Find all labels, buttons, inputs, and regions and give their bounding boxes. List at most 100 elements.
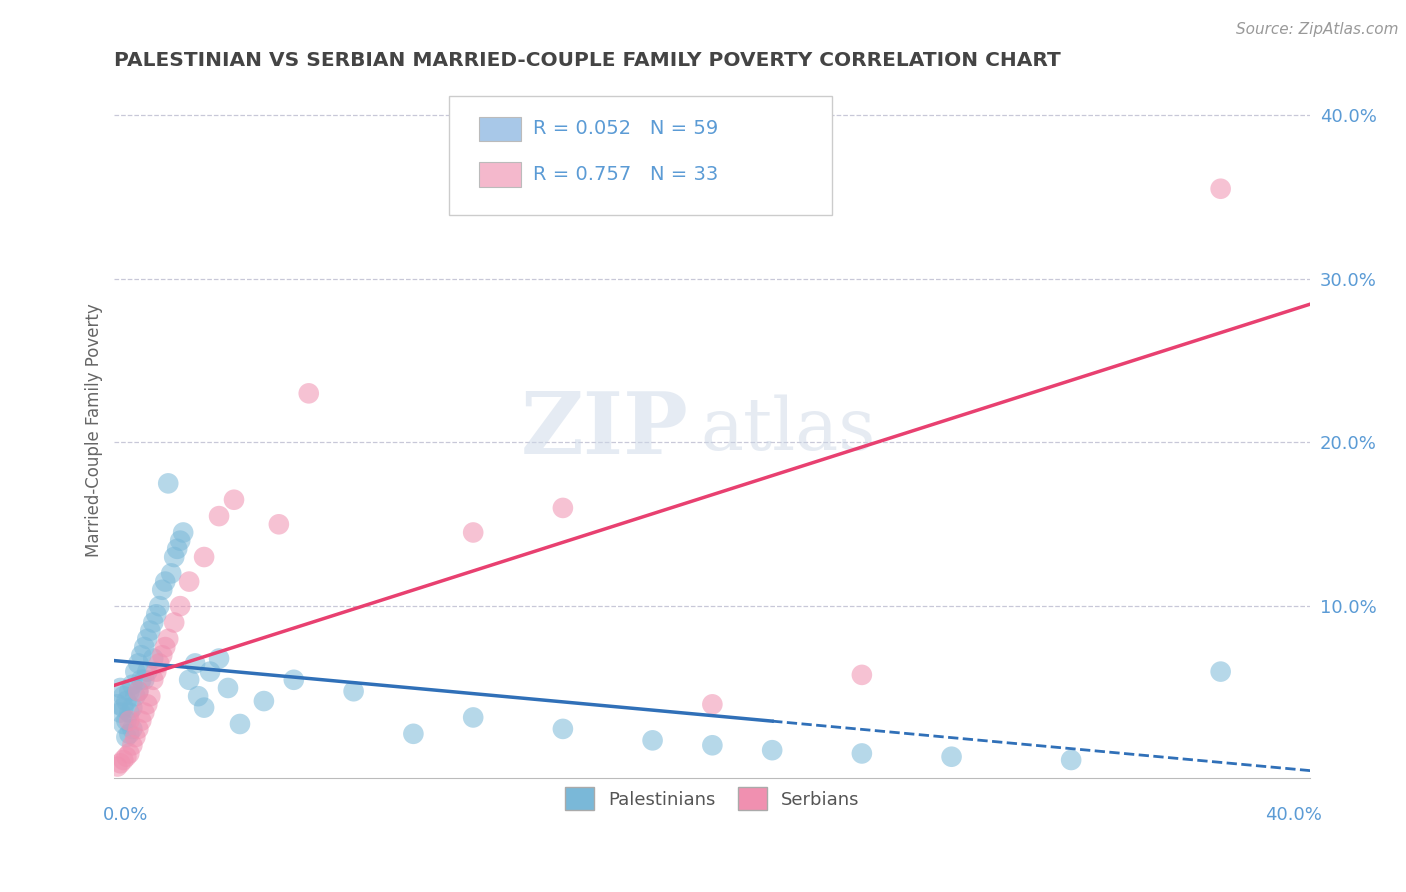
Point xyxy=(136,632,159,646)
Point xyxy=(551,500,574,515)
FancyBboxPatch shape xyxy=(450,96,832,214)
Point xyxy=(163,615,186,630)
Point xyxy=(157,476,180,491)
Point xyxy=(145,607,167,622)
Point xyxy=(110,706,132,720)
Point xyxy=(184,657,207,671)
Point xyxy=(115,694,138,708)
Point xyxy=(124,730,146,744)
Point xyxy=(193,549,215,564)
Point xyxy=(267,517,290,532)
Point xyxy=(179,673,201,687)
Text: Source: ZipAtlas.com: Source: ZipAtlas.com xyxy=(1236,22,1399,37)
Point xyxy=(121,739,143,753)
Point xyxy=(217,681,239,695)
Point xyxy=(139,689,162,703)
Point xyxy=(118,714,141,728)
Point xyxy=(941,749,963,764)
Point xyxy=(150,582,173,597)
Point xyxy=(118,684,141,698)
Point xyxy=(115,749,138,764)
Point xyxy=(131,648,153,663)
Point xyxy=(121,678,143,692)
Point xyxy=(222,492,245,507)
Point xyxy=(166,541,188,556)
Point xyxy=(163,549,186,564)
Point xyxy=(463,710,485,724)
Point xyxy=(118,706,141,720)
Point xyxy=(761,743,783,757)
Point xyxy=(124,689,146,703)
Point xyxy=(298,386,321,401)
Point xyxy=(134,640,156,654)
Text: R = 0.052   N = 59: R = 0.052 N = 59 xyxy=(533,120,718,138)
Point xyxy=(127,684,149,698)
Point xyxy=(112,753,135,767)
Point xyxy=(136,698,159,712)
Point xyxy=(127,657,149,671)
Point xyxy=(851,747,873,761)
Point xyxy=(208,509,231,524)
Point xyxy=(134,673,156,687)
Point xyxy=(342,684,364,698)
Point xyxy=(115,730,138,744)
Text: 40.0%: 40.0% xyxy=(1265,805,1322,824)
Point xyxy=(179,574,201,589)
Text: 0.0%: 0.0% xyxy=(103,805,148,824)
Point xyxy=(1060,753,1083,767)
Text: R = 0.757   N = 33: R = 0.757 N = 33 xyxy=(533,165,718,184)
Text: ZIP: ZIP xyxy=(520,388,689,472)
Point xyxy=(142,651,165,665)
Point xyxy=(110,756,132,771)
Point xyxy=(148,599,170,614)
Legend: Palestinians, Serbians: Palestinians, Serbians xyxy=(558,780,866,818)
Point xyxy=(283,673,305,687)
FancyBboxPatch shape xyxy=(479,117,522,142)
Point xyxy=(160,566,183,581)
Point xyxy=(124,665,146,679)
Point xyxy=(118,727,141,741)
Point xyxy=(105,759,128,773)
Point xyxy=(155,574,177,589)
Point xyxy=(110,681,132,695)
Point xyxy=(157,632,180,646)
Point xyxy=(131,714,153,728)
Point xyxy=(139,624,162,638)
Point xyxy=(641,733,664,747)
FancyBboxPatch shape xyxy=(479,162,522,186)
Point xyxy=(131,673,153,687)
Point xyxy=(142,615,165,630)
Point xyxy=(105,698,128,712)
Point xyxy=(208,651,231,665)
Y-axis label: Married-Couple Family Poverty: Married-Couple Family Poverty xyxy=(86,303,103,557)
Point xyxy=(229,717,252,731)
Point xyxy=(551,722,574,736)
Point xyxy=(112,700,135,714)
Point xyxy=(1209,182,1232,196)
Point xyxy=(172,525,194,540)
Text: PALESTINIAN VS SERBIAN MARRIED-COUPLE FAMILY POVERTY CORRELATION CHART: PALESTINIAN VS SERBIAN MARRIED-COUPLE FA… xyxy=(114,51,1062,70)
Point xyxy=(463,525,485,540)
Point xyxy=(402,727,425,741)
Point xyxy=(112,717,135,731)
Point xyxy=(702,739,724,753)
Point xyxy=(127,684,149,698)
Point xyxy=(112,689,135,703)
Point xyxy=(127,722,149,736)
Point xyxy=(193,700,215,714)
Point xyxy=(118,747,141,761)
Point xyxy=(148,657,170,671)
Point xyxy=(136,665,159,679)
Point xyxy=(134,706,156,720)
Point xyxy=(145,665,167,679)
Text: atlas: atlas xyxy=(700,395,876,466)
Point xyxy=(121,700,143,714)
Point xyxy=(169,533,191,548)
Point xyxy=(169,599,191,614)
Point xyxy=(702,698,724,712)
Point xyxy=(198,665,221,679)
Point xyxy=(121,722,143,736)
Point xyxy=(115,714,138,728)
Point xyxy=(142,673,165,687)
Point xyxy=(155,640,177,654)
